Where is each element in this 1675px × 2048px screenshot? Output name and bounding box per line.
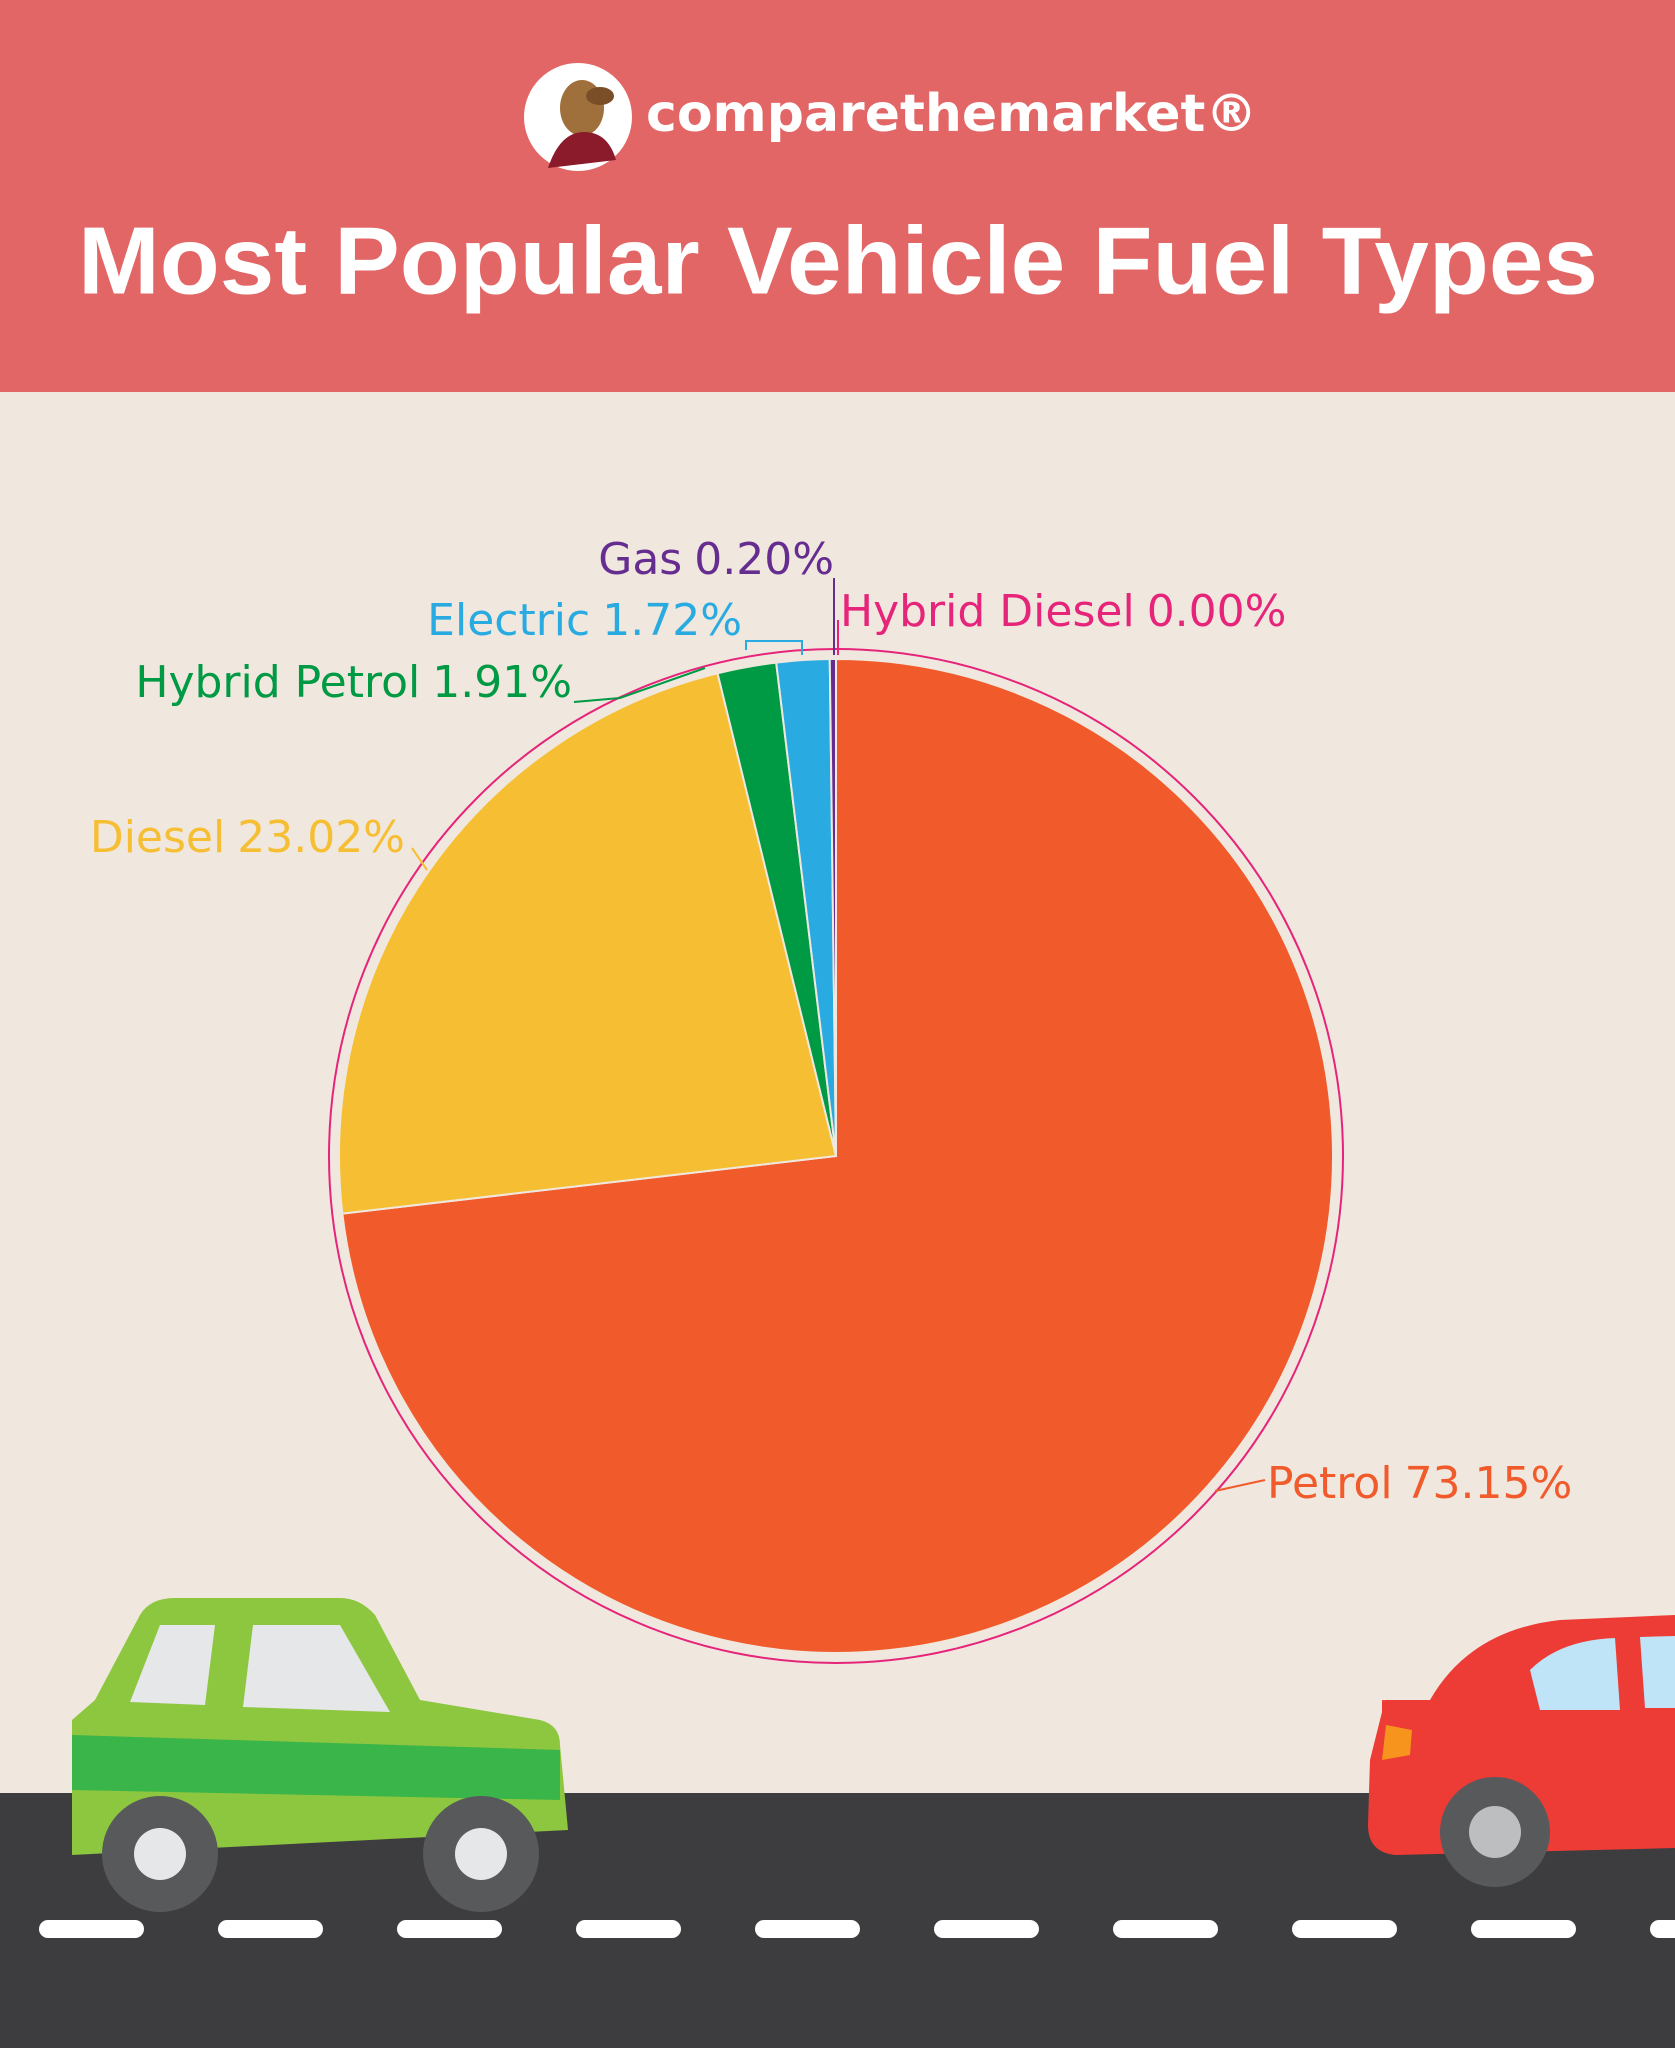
pie-slice <box>341 657 1334 1654</box>
car-hub <box>1469 1806 1521 1858</box>
slice-name: Gas <box>598 534 682 585</box>
lane-dash <box>1113 1920 1218 1938</box>
car-hub <box>134 1828 186 1880</box>
lane-dash <box>934 1920 1039 1938</box>
chart-title: Most Popular Vehicle Fuel Types <box>78 207 1598 314</box>
lane-dashes <box>39 1920 1675 1938</box>
slice-label: Hybrid Diesel 0.00% <box>840 586 1286 637</box>
pie-slice <box>338 672 838 1215</box>
car-hub <box>455 1828 507 1880</box>
slice-label: Gas 0.20% <box>598 534 834 585</box>
slice-name: Hybrid Petrol <box>135 657 420 708</box>
lane-dash <box>39 1920 144 1938</box>
brand-name: comparethemarket® <box>646 84 1257 144</box>
car-stripe <box>72 1735 560 1800</box>
pie <box>338 657 1334 1654</box>
slice-name: Hybrid Diesel <box>840 586 1135 637</box>
slice-value: 0.20% <box>694 534 834 585</box>
slice-value: 1.72% <box>602 595 742 646</box>
lane-dash <box>218 1920 323 1938</box>
slice-label: Electric 1.72% <box>427 595 742 646</box>
meerkat-snout <box>586 87 614 105</box>
lane-dash <box>576 1920 681 1938</box>
leader-line <box>573 667 706 703</box>
slice-labels: Petrol 73.15% Diesel 23.02% Hybrid Petrol 1.9… <box>90 534 1573 1509</box>
slice-name: Diesel <box>90 812 225 863</box>
slice-value: 1.91% <box>432 657 572 708</box>
slice-value: 0.00% <box>1147 586 1287 637</box>
car-light <box>1382 1725 1412 1760</box>
slice-label: Diesel 23.02% <box>90 812 405 863</box>
lane-dash <box>1471 1920 1576 1938</box>
slice-label: Hybrid Petrol 1.91% <box>135 657 572 708</box>
car-window <box>130 1625 215 1705</box>
car-window <box>1640 1636 1675 1708</box>
meerkat-jacket <box>548 132 616 168</box>
logo: comparethemarket® <box>524 63 1257 171</box>
slice-value: 73.15% <box>1405 1458 1573 1509</box>
slice-value: 23.02% <box>237 812 405 863</box>
slice-label: Petrol 73.15% <box>1267 1458 1572 1509</box>
slice-name: Electric <box>427 595 590 646</box>
pie-outline <box>328 648 1344 1664</box>
lane-dash <box>1650 1920 1675 1938</box>
car-window <box>243 1625 390 1712</box>
red-car <box>1368 1615 1675 1887</box>
slice-name: Petrol <box>1267 1458 1393 1509</box>
lane-dash <box>397 1920 502 1938</box>
leader-line <box>411 847 428 871</box>
car-spoiler <box>1382 1700 1440 1720</box>
leader-line <box>745 640 803 655</box>
leader-line <box>1214 1479 1266 1492</box>
car-window <box>1530 1638 1620 1710</box>
lane-dash <box>1292 1920 1397 1938</box>
leader-lines <box>411 578 1266 1492</box>
lane-dash <box>755 1920 860 1938</box>
header-band <box>0 0 1675 392</box>
green-car <box>72 1598 568 1912</box>
